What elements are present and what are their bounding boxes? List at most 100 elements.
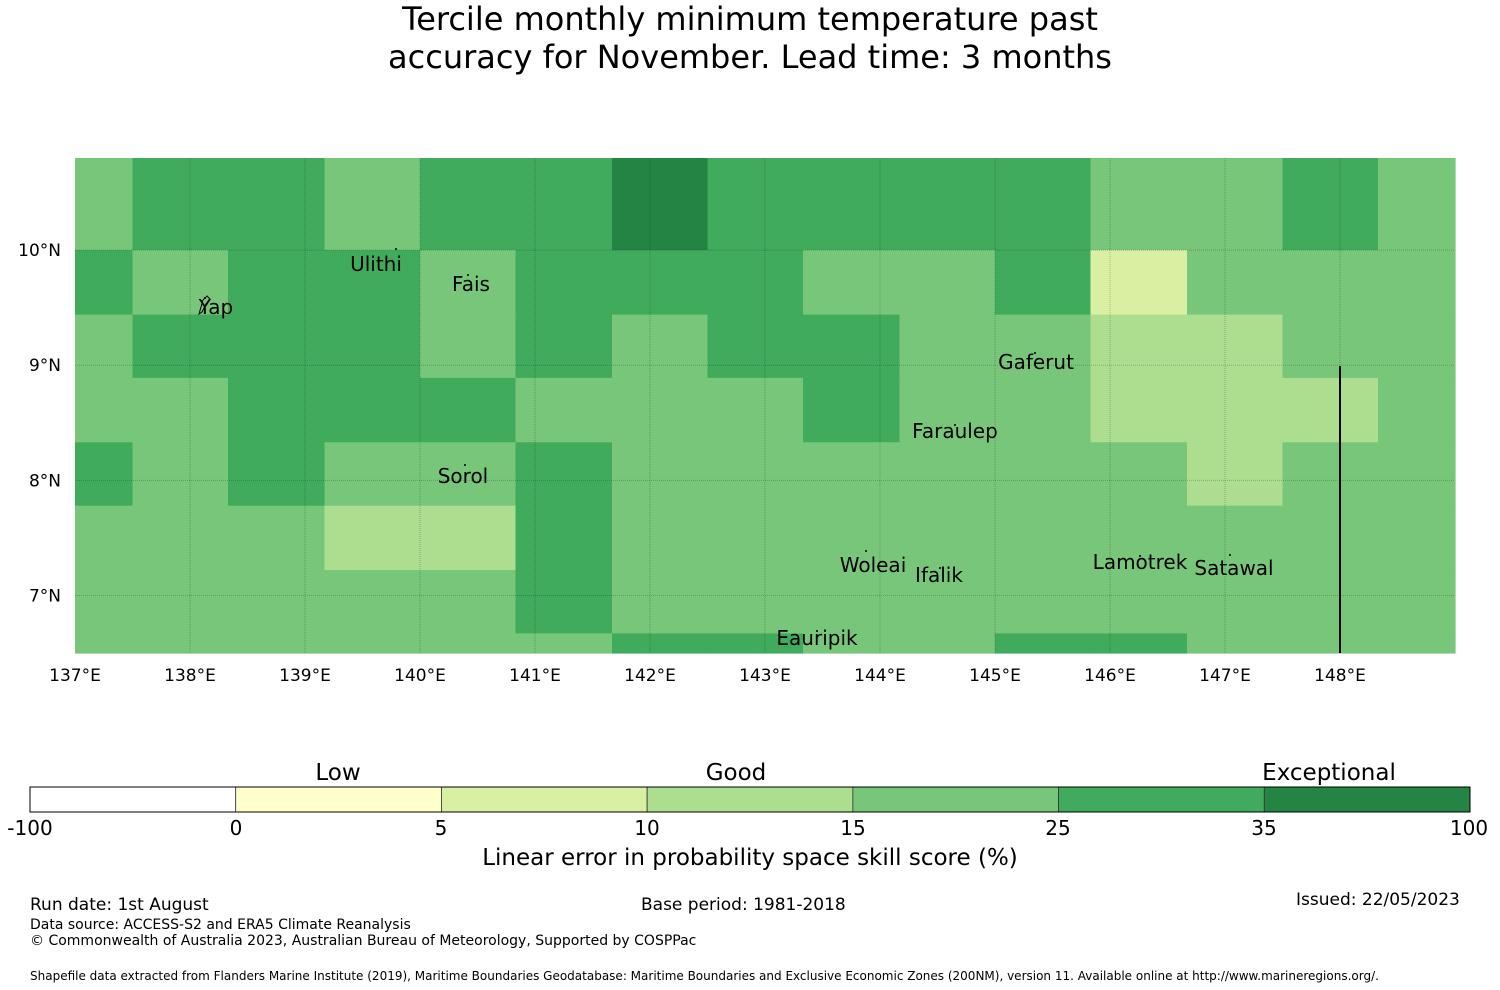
skill-cell: [1282, 505, 1379, 571]
island-dot: [395, 248, 397, 250]
skill-cell: [707, 377, 804, 443]
skill-cell: [1282, 314, 1379, 379]
skill-cell: [1378, 633, 1456, 654]
lon-tick-label: 141°E: [509, 666, 561, 686]
island-dot: [467, 274, 469, 276]
skill-cell: [803, 377, 901, 443]
skill-cell: [707, 633, 804, 654]
lon-tick-label: 145°E: [969, 666, 1021, 686]
skill-cell: [803, 314, 901, 379]
skill-cell: [803, 442, 901, 507]
place-label: Woleai: [840, 553, 907, 577]
colorbar-segment: [646, 786, 854, 813]
island-dot: [954, 424, 956, 426]
lon-tick-label: 144°E: [854, 666, 906, 686]
lat-tick-label: 7°N: [29, 586, 61, 606]
skill-cell: [1378, 250, 1456, 316]
data-source: Data source: ACCESS-S2 and ERA5 Climate …: [30, 917, 411, 933]
skill-cell: [612, 250, 709, 316]
skill-cell: [995, 377, 1092, 443]
skill-cell: [420, 570, 517, 634]
category-good: Good: [705, 760, 767, 786]
island-dot: [865, 550, 867, 552]
place-label: Fais: [452, 272, 490, 296]
colorbar-segment: [29, 786, 237, 813]
colorbar-tick: 25: [1045, 816, 1071, 840]
skill-cell: [420, 158, 517, 251]
skill-cell: [515, 633, 613, 654]
skill-cell: [228, 158, 326, 251]
skill-cell: [1187, 250, 1284, 316]
title-line-1: Tercile monthly minimum temperature past: [402, 0, 1098, 38]
skill-cell: [228, 377, 326, 443]
colorbar-segment: [852, 786, 1059, 813]
skill-cell: [1282, 570, 1379, 634]
skill-cell: [324, 442, 421, 507]
island-dot: [1139, 555, 1141, 557]
skill-cell: [324, 633, 421, 654]
longitude-axis: 137°E 138°E 139°E 140°E 141°E 142°E 143°E 144°E…: [49, 666, 1366, 686]
place-label: Ulithi: [350, 252, 402, 276]
skill-cell: [75, 570, 134, 634]
colorbar: [29, 786, 1471, 813]
skill-cell: [1090, 158, 1188, 251]
skill-cell: [75, 314, 134, 379]
skill-cell: [1378, 505, 1456, 571]
colorbar-tick: 0: [229, 816, 243, 840]
skill-cell: [324, 570, 421, 634]
skill-cell: [132, 158, 229, 251]
skill-cell: [228, 633, 326, 654]
copyright: © Commonwealth of Australia 2023, Austra…: [30, 933, 697, 949]
skill-cell: [420, 633, 517, 654]
lat-tick-label: 9°N: [29, 356, 61, 376]
skill-cell: [1090, 633, 1188, 654]
skill-cell: [1090, 442, 1188, 507]
skill-cell: [132, 377, 229, 443]
skill-cell: [612, 314, 709, 379]
graticule: [75, 158, 1455, 653]
skill-cell: [995, 250, 1092, 316]
skill-cell: [899, 570, 996, 634]
island-markers: [198, 248, 1231, 632]
skill-cell: [899, 633, 996, 654]
yap-island-shape: [198, 295, 211, 316]
base-period: Base period: 1981-2018: [641, 895, 846, 915]
skill-cell: [1187, 570, 1284, 634]
colorbar-tick: 15: [840, 816, 866, 840]
skill-cell: [75, 377, 134, 443]
skill-cell: [707, 314, 804, 379]
skill-cell: [899, 250, 996, 316]
shapefile-credit: Shapefile data extracted from Flanders M…: [30, 969, 1379, 983]
skill-cell: [612, 505, 709, 571]
skill-cell: [1378, 570, 1456, 634]
colorbar-tick: 100: [1449, 816, 1489, 840]
skill-cell: [228, 505, 326, 571]
skill-cell: [1187, 158, 1284, 251]
skill-cell: [228, 314, 326, 379]
lon-tick-label: 146°E: [1084, 666, 1136, 686]
skill-cell: [1090, 250, 1188, 316]
category-low: Low: [315, 760, 361, 786]
skill-cell: [420, 314, 517, 379]
skill-cell: [515, 158, 613, 251]
colorbar-segment: [1263, 786, 1471, 813]
lon-tick-label: 147°E: [1199, 666, 1251, 686]
skill-cell: [1187, 633, 1284, 654]
island-dot: [1034, 352, 1036, 354]
skill-cell: [420, 442, 517, 507]
skill-cell: [707, 158, 804, 251]
skill-cell: [707, 570, 804, 634]
skill-cell: [995, 505, 1092, 571]
lon-tick-label: 140°E: [394, 666, 446, 686]
skill-cell: [324, 158, 421, 251]
place-label: Sorol: [438, 464, 489, 488]
skill-cell: [515, 377, 613, 443]
colorbar-segment: [235, 786, 442, 813]
skill-cell: [228, 250, 326, 316]
place-label: Satawal: [1194, 556, 1273, 580]
skill-cell: [1378, 377, 1456, 443]
skill-cell: [1187, 442, 1284, 507]
skill-cell: [75, 158, 134, 251]
skill-cell: [803, 505, 901, 571]
